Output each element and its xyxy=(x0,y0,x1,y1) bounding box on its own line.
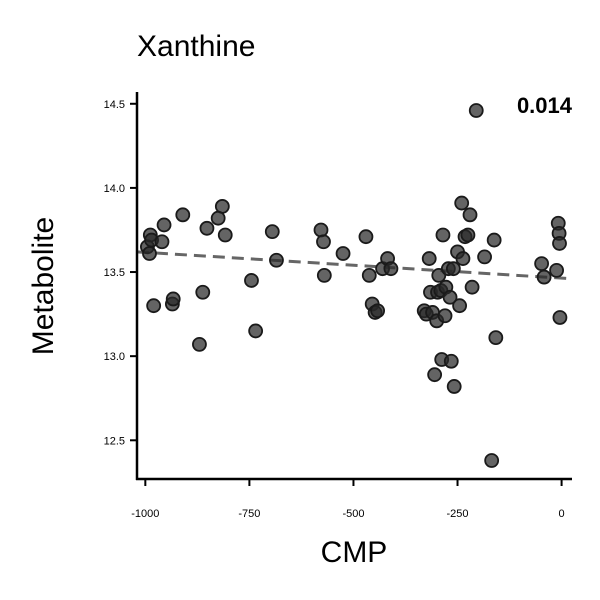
data-point xyxy=(199,220,215,236)
data-point xyxy=(358,229,374,245)
data-point xyxy=(421,251,437,266)
data-point xyxy=(165,291,181,307)
data-point xyxy=(427,367,443,383)
data-point xyxy=(335,246,351,261)
data-point xyxy=(175,207,191,223)
data-point xyxy=(462,207,478,223)
data-point xyxy=(313,222,329,238)
data-point xyxy=(484,453,500,468)
data-point xyxy=(460,227,476,243)
data-point xyxy=(536,269,552,285)
plot-area xyxy=(136,103,573,468)
data-point xyxy=(217,227,233,243)
data-point xyxy=(195,284,211,300)
data-point xyxy=(383,261,399,277)
x-tick-label: -750 xyxy=(238,508,260,520)
x-tick-label: -500 xyxy=(342,508,364,520)
data-point xyxy=(248,323,264,339)
y-tick-label: 12.5 xyxy=(104,435,125,447)
data-point xyxy=(468,103,484,118)
data-point xyxy=(486,232,502,248)
data-point xyxy=(446,379,462,394)
data-point xyxy=(552,236,567,251)
data-point xyxy=(156,217,172,233)
data-point xyxy=(361,268,377,283)
x-tick-label: -1000 xyxy=(131,508,159,520)
data-point xyxy=(146,298,162,314)
data-point xyxy=(192,336,207,352)
data-point xyxy=(455,251,471,266)
y-tick-label: 14.5 xyxy=(104,99,125,111)
x-tick-label: -250 xyxy=(447,508,469,520)
data-point xyxy=(464,279,480,295)
y-tick-label: 14.0 xyxy=(104,183,125,195)
data-point xyxy=(488,330,504,346)
data-point xyxy=(316,268,332,283)
chart-title: Xanthine xyxy=(137,30,255,63)
data-point xyxy=(154,234,170,250)
trend-line xyxy=(136,250,573,281)
y-axis-label: Metabolite xyxy=(27,217,60,355)
data-point xyxy=(214,199,230,214)
data-point xyxy=(437,308,453,324)
x-axis: -1000 -750 -500 -250 0 xyxy=(131,479,565,520)
y-tick-label: 13.5 xyxy=(104,267,125,279)
data-point xyxy=(370,303,386,319)
x-axis-label: CMP xyxy=(321,536,388,569)
data-point xyxy=(534,256,550,272)
correlation-annotation: 0.014 xyxy=(517,93,573,118)
data-point xyxy=(552,310,568,325)
data-point xyxy=(442,289,458,305)
y-tick-label: 13.0 xyxy=(104,351,125,363)
y-axis: 12.5 13.0 13.5 14.0 14.5 xyxy=(104,99,137,447)
data-point xyxy=(244,273,259,288)
data-point xyxy=(264,224,280,240)
data-point xyxy=(316,234,331,250)
data-point xyxy=(454,195,470,211)
data-point xyxy=(142,246,157,261)
data-point xyxy=(477,249,492,265)
data-point xyxy=(435,227,451,243)
data-point xyxy=(269,252,284,268)
x-tick-label: 0 xyxy=(559,508,565,520)
data-point xyxy=(445,261,461,277)
data-point xyxy=(549,262,564,278)
data-point xyxy=(452,298,468,314)
data-point xyxy=(443,353,459,369)
